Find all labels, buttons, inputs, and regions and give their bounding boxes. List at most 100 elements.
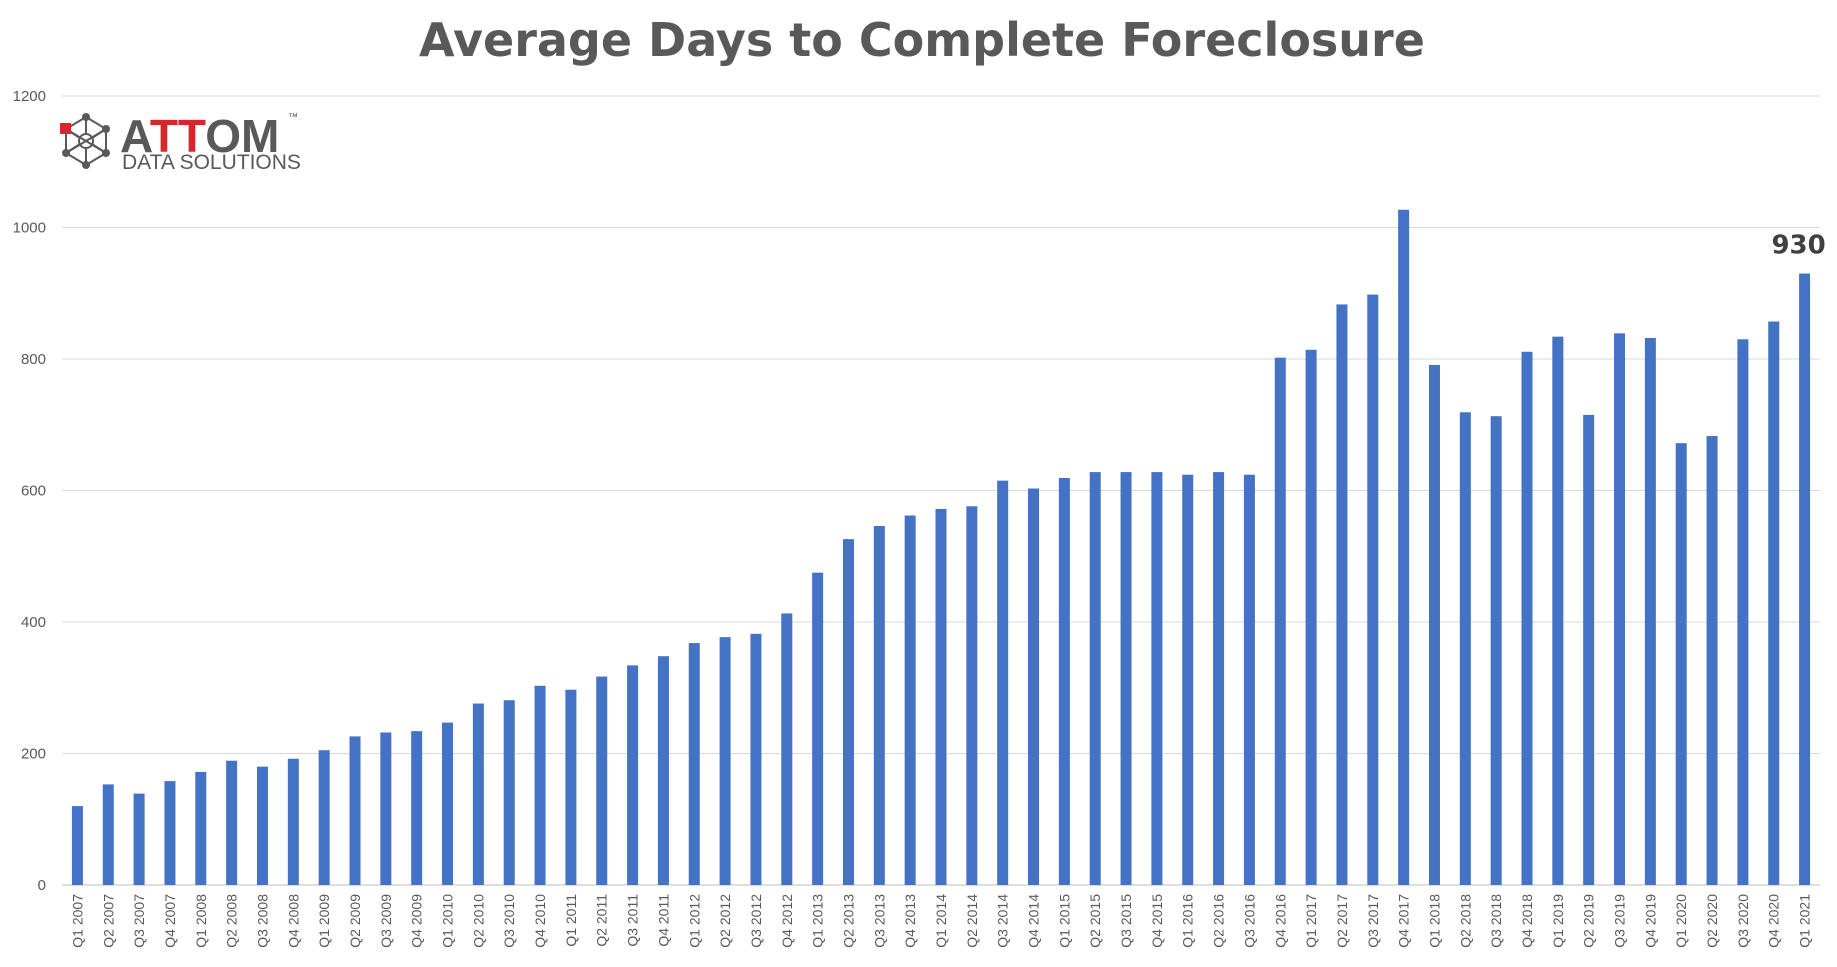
x-tick-label: Q2 2012 xyxy=(717,894,733,948)
bar xyxy=(750,633,762,885)
bar xyxy=(472,703,484,885)
x-tick-label: Q3 2011 xyxy=(625,894,641,947)
x-tick-label: Q2 2010 xyxy=(470,894,486,948)
network-icon xyxy=(60,113,110,169)
y-tick-label: 1000 xyxy=(13,220,46,237)
bar xyxy=(1182,474,1194,885)
x-tick-label: Q3 2008 xyxy=(254,894,270,948)
bar xyxy=(997,480,1009,885)
bar xyxy=(688,643,700,885)
x-tick-label: Q4 2014 xyxy=(1026,894,1042,948)
data-label: 930 xyxy=(1771,231,1825,261)
bar xyxy=(1305,349,1317,885)
bar xyxy=(534,685,546,885)
x-tick-label: Q3 2015 xyxy=(1118,894,1134,948)
x-tick-label: Q3 2007 xyxy=(131,894,147,948)
bar xyxy=(781,613,793,885)
bar xyxy=(1583,414,1595,885)
bar xyxy=(1768,321,1780,885)
bar xyxy=(164,781,176,885)
bar xyxy=(719,637,731,885)
bar xyxy=(318,750,330,885)
bar xyxy=(287,758,299,885)
x-tick-label: Q1 2009 xyxy=(316,894,332,948)
x-tick-label: Q4 2015 xyxy=(1149,894,1165,948)
x-tick-label: Q1 2012 xyxy=(686,894,702,948)
bar xyxy=(256,766,268,885)
x-tick-label: Q1 2020 xyxy=(1673,894,1689,948)
y-tick-label: 800 xyxy=(21,351,46,368)
x-tick-label: Q2 2007 xyxy=(100,894,116,948)
x-tick-label: Q1 2016 xyxy=(1180,894,1196,948)
x-tick-label: Q3 2010 xyxy=(501,894,517,948)
x-tick-label: Q4 2017 xyxy=(1396,894,1412,948)
bars xyxy=(71,209,1811,886)
x-tick-label: Q1 2013 xyxy=(810,894,826,948)
y-tick-label: 200 xyxy=(21,746,46,763)
x-tick-label: Q2 2019 xyxy=(1581,894,1597,948)
bar xyxy=(442,722,454,885)
x-tick-label: Q2 2014 xyxy=(964,894,980,948)
bar xyxy=(1367,294,1379,885)
x-tick-label: Q4 2009 xyxy=(409,894,425,948)
x-tick-label: Q4 2016 xyxy=(1272,894,1288,948)
x-tick-label: Q3 2016 xyxy=(1241,894,1257,948)
bar xyxy=(966,506,978,885)
y-tick-label: 0 xyxy=(38,877,46,894)
x-tick-label: Q4 2020 xyxy=(1766,894,1782,948)
bar xyxy=(596,676,608,885)
bar xyxy=(71,806,83,885)
logo-trademark: ™ xyxy=(288,112,298,123)
bar xyxy=(1151,472,1163,885)
bar xyxy=(873,526,885,885)
x-axis-tick-labels: Q1 2007 Q2 2007 Q3 2007 Q4 2007 Q1 2008 Q2 20… xyxy=(69,894,1812,948)
x-tick-label: Q4 2019 xyxy=(1642,894,1658,948)
x-tick-label: Q3 2009 xyxy=(378,894,394,948)
bar xyxy=(1428,364,1440,885)
bar xyxy=(195,771,207,885)
data-labels: 930 xyxy=(1771,231,1825,261)
x-tick-label: Q3 2014 xyxy=(995,894,1011,948)
chart-title: Average Days to Complete Foreclosure xyxy=(419,13,1425,67)
x-tick-label: Q3 2012 xyxy=(748,894,764,948)
x-tick-label: Q4 2018 xyxy=(1519,894,1535,948)
x-tick-label: Q4 2013 xyxy=(902,894,918,948)
x-tick-label: Q2 2017 xyxy=(1334,894,1350,948)
bar xyxy=(1459,412,1471,885)
bar xyxy=(1644,337,1656,886)
bar xyxy=(1706,435,1718,885)
attom-logo: ATTOM ™ DATA SOLUTIONS xyxy=(60,110,301,174)
x-tick-label: Q4 2012 xyxy=(779,894,795,948)
bar xyxy=(842,539,854,885)
logo-subtitle: DATA SOLUTIONS xyxy=(122,151,301,174)
x-tick-label: Q1 2017 xyxy=(1303,894,1319,948)
bar xyxy=(1614,333,1626,885)
bar xyxy=(1398,209,1410,885)
x-tick-label: Q2 2009 xyxy=(347,894,363,948)
bar xyxy=(349,736,361,885)
x-tick-label: Q3 2019 xyxy=(1612,894,1628,948)
bar xyxy=(1521,351,1533,885)
y-tick-label: 1200 xyxy=(13,88,46,105)
x-tick-label: Q1 2010 xyxy=(440,894,456,948)
bar xyxy=(1490,416,1502,885)
bar xyxy=(1675,443,1687,885)
bar xyxy=(1058,478,1070,885)
x-tick-label: Q3 2017 xyxy=(1365,894,1381,948)
bar xyxy=(935,508,947,885)
bar xyxy=(1274,357,1286,885)
bar xyxy=(627,665,639,885)
bar xyxy=(226,760,238,885)
bar xyxy=(503,700,515,885)
bar xyxy=(1028,488,1040,885)
bar xyxy=(904,515,916,885)
x-tick-label: Q3 2013 xyxy=(871,894,887,948)
x-tick-label: Q4 2010 xyxy=(532,894,548,948)
x-tick-label: Q2 2018 xyxy=(1457,894,1473,948)
bar xyxy=(1799,273,1811,885)
x-tick-label: Q3 2018 xyxy=(1488,894,1504,948)
x-tick-label: Q1 2021 xyxy=(1797,894,1813,948)
x-tick-label: Q1 2018 xyxy=(1426,894,1442,948)
bar xyxy=(1243,474,1255,885)
